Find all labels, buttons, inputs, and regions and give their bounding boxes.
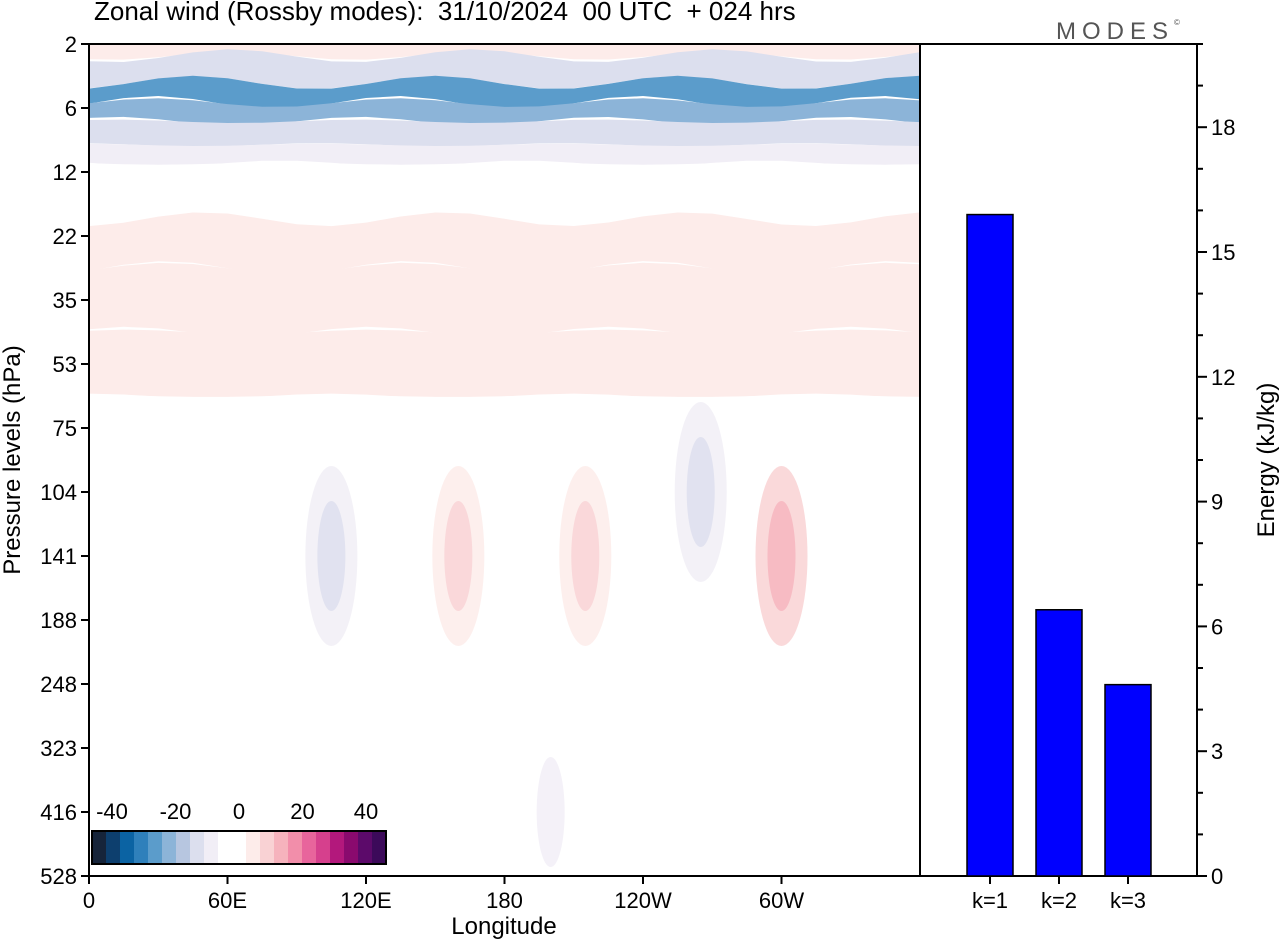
energy-tick-label: 0 bbox=[1211, 864, 1223, 889]
heatmap-feature-core bbox=[767, 501, 796, 611]
y-tick-label: 22 bbox=[53, 224, 77, 249]
colorbar-swatch bbox=[330, 831, 345, 864]
colorbar-label: 20 bbox=[290, 799, 314, 824]
y-tick-label: 528 bbox=[40, 864, 77, 889]
colorbar-swatch bbox=[372, 831, 387, 864]
colorbar-swatch bbox=[288, 831, 303, 864]
heatmap-feature-core bbox=[686, 437, 715, 547]
colorbar-swatch bbox=[232, 831, 247, 864]
energy-tick-label: 12 bbox=[1211, 365, 1235, 390]
heatmap-band bbox=[89, 212, 920, 275]
x-tick-label: 120W bbox=[614, 888, 672, 913]
energy-bar bbox=[1035, 609, 1083, 877]
colorbar-swatch bbox=[260, 831, 275, 864]
y-tick-label: 323 bbox=[40, 736, 77, 761]
y-tick-label: 12 bbox=[53, 160, 77, 185]
bar-marks: k=1 k=2 k=3 bbox=[966, 213, 1152, 913]
heatmap-band bbox=[89, 262, 920, 337]
y-tick-label: 104 bbox=[40, 480, 77, 505]
colorbar-swatch bbox=[218, 831, 233, 864]
heatmap-band bbox=[89, 646, 920, 722]
colorbar-swatch bbox=[162, 831, 177, 864]
heatmap-band bbox=[89, 98, 920, 126]
heatmap-band bbox=[89, 395, 920, 461]
colorbar-swatch bbox=[246, 831, 261, 864]
x-tick-label: 0 bbox=[83, 888, 95, 913]
bar-category-label: k=1 bbox=[972, 888, 1008, 913]
y-tick-label: 75 bbox=[53, 416, 77, 441]
colorbar-swatch bbox=[176, 831, 191, 864]
heatmap-feature-core bbox=[536, 757, 565, 867]
colorbar-label: -20 bbox=[160, 799, 192, 824]
brand-mark: © bbox=[1174, 18, 1180, 27]
heatmap-band bbox=[89, 581, 920, 659]
colorbar-swatch bbox=[190, 831, 205, 864]
y-tick-label: 141 bbox=[40, 544, 77, 569]
y-axis-title: Pressure levels (hPa) bbox=[0, 345, 26, 574]
energy-tick-label: 15 bbox=[1211, 240, 1235, 265]
brand-name: MODES bbox=[1056, 18, 1175, 45]
heatmap-band bbox=[89, 49, 920, 89]
colorbar-swatch bbox=[204, 831, 219, 864]
bar-category-label: k=2 bbox=[1041, 888, 1077, 913]
heatmap-band bbox=[89, 329, 920, 399]
colorbar-label: 0 bbox=[233, 799, 245, 824]
colorbar-swatch bbox=[106, 831, 121, 864]
colorbar-label: -40 bbox=[96, 799, 128, 824]
x-tick-label: 60W bbox=[759, 888, 804, 913]
heatmap-band bbox=[89, 143, 920, 165]
colorbar-frame bbox=[91, 830, 387, 865]
heatmap-feature-core bbox=[444, 501, 473, 611]
x-tick-label: 180 bbox=[486, 888, 523, 913]
x-axis-title: Longitude bbox=[451, 913, 556, 940]
y-tick-label: 2 bbox=[65, 32, 77, 57]
colorbar-swatch bbox=[274, 831, 289, 864]
energy-axis-title: Energy (kJ/kg) bbox=[1253, 383, 1280, 538]
y-tick-label: 416 bbox=[40, 800, 77, 825]
heatmap-band bbox=[89, 778, 920, 846]
heatmap-band bbox=[89, 75, 920, 110]
colorbar-swatch bbox=[358, 831, 373, 864]
colorbar-swatch bbox=[316, 831, 331, 864]
energy-bar bbox=[1104, 683, 1152, 877]
y-tick-label: 53 bbox=[53, 352, 77, 377]
colorbar-swatch bbox=[148, 831, 163, 864]
colorbar-swatch bbox=[92, 831, 107, 864]
chart-title: Zonal wind (Rossby modes): 31/10/2024 00… bbox=[94, 0, 796, 26]
bar-ticks: 0 3 6 9 12 15 18 bbox=[1197, 43, 1235, 889]
energy-tick-label: 6 bbox=[1211, 614, 1223, 639]
colorbar-swatch bbox=[120, 831, 135, 864]
y-tick-label: 248 bbox=[40, 672, 77, 697]
colorbar: -40 -20 0 20 40 bbox=[91, 799, 387, 865]
y-tick-label: 6 bbox=[65, 96, 77, 121]
heatmap-feature-core bbox=[571, 501, 600, 611]
energy-bar bbox=[966, 213, 1014, 877]
heatmap-field bbox=[89, 44, 920, 876]
energy-tick-label: 3 bbox=[1211, 739, 1223, 764]
brand-logo: MODES© bbox=[1056, 18, 1180, 46]
colorbar-label: 40 bbox=[354, 799, 378, 824]
y-tick-label: 35 bbox=[53, 288, 77, 313]
heatmap-band bbox=[89, 119, 920, 147]
heatmap-band bbox=[89, 713, 920, 784]
x-tick-label: 120E bbox=[340, 888, 391, 913]
colorbar-swatch bbox=[344, 831, 359, 864]
energy-tick-label: 18 bbox=[1211, 115, 1235, 140]
bar-category-label: k=3 bbox=[1110, 888, 1146, 913]
x-tick-label: 60E bbox=[208, 888, 247, 913]
colorbar-swatch bbox=[134, 831, 149, 864]
heatmap-feature-core bbox=[317, 501, 346, 611]
energy-tick-label: 9 bbox=[1211, 490, 1223, 515]
y-tick-label: 188 bbox=[40, 608, 77, 633]
colorbar-swatch bbox=[302, 831, 317, 864]
